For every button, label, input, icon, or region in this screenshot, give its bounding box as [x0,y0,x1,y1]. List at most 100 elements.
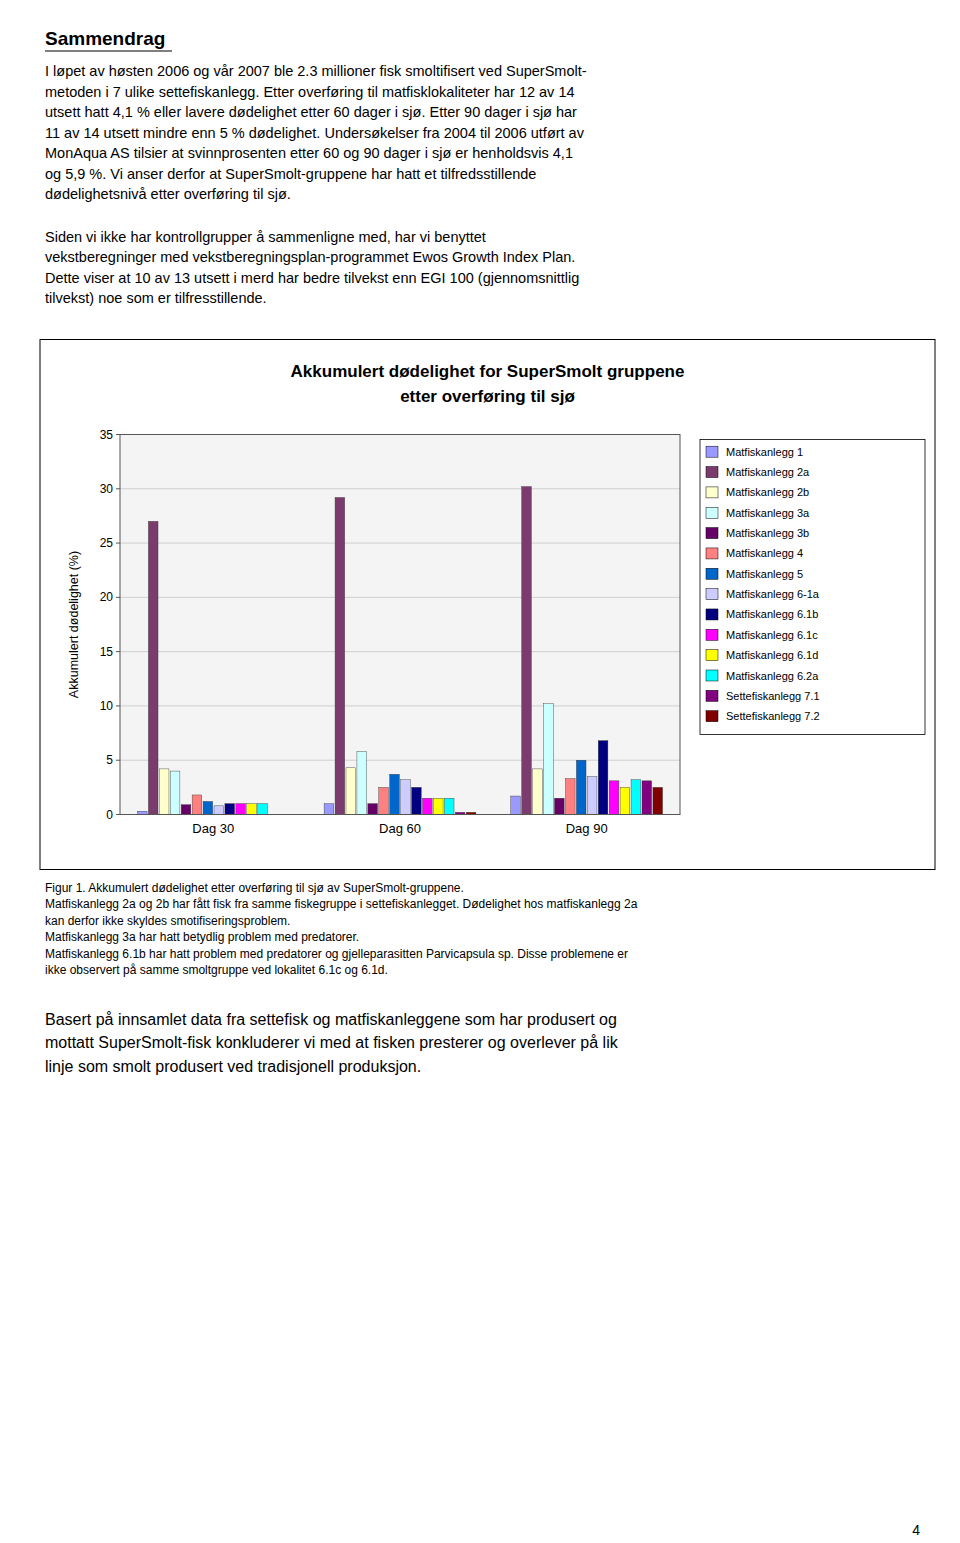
paragraph-line: og 5,9 %. Vi anser derfor at SuperSmolt-… [45,166,536,182]
bar [390,774,400,814]
paragraph-line: utsett hatt 4,1 % eller lavere dødelighe… [45,104,577,120]
bar [653,787,663,814]
legend-swatch [706,568,718,579]
plot-frame [120,435,680,815]
bar [159,769,169,815]
legend-swatch [706,690,718,701]
paragraph-line: Dette viser at 10 av 13 utsett i merd ha… [45,270,579,286]
legend-swatch [706,528,718,539]
legend-swatch [706,467,718,478]
legend-label: Matfiskanlegg 5 [726,568,803,580]
legend-label: Settefiskanlegg 7.2 [726,710,820,722]
legend-swatch [706,446,718,457]
page: Sammendrag I løpet av høsten 2006 og vår … [0,0,960,1543]
bar [368,804,378,815]
bar [642,781,652,815]
y-tick-label: 25 [100,536,114,550]
page-number: 4 [912,1522,920,1538]
y-tick [116,434,120,435]
caption-line: Matfiskanlegg 6.1b har hatt problem med … [45,947,628,961]
grid-line [120,488,680,489]
paragraph-line: Siden vi ikke har kontrollgrupper å samm… [45,229,486,245]
y-tick-label: 20 [100,590,114,604]
caption-line: ikke observert på samme smoltgruppe ved … [45,963,388,977]
bar [587,777,597,815]
legend-label: Matfiskanlegg 2b [726,486,809,498]
grid-line [120,597,680,598]
paragraph-line: I løpet av høsten 2006 og vår 2007 ble 2… [45,63,587,79]
legend-swatch [706,548,718,559]
bar [565,779,575,815]
y-tick-label: 0 [106,808,113,822]
legend-label: Matfiskanlegg 3b [726,527,809,539]
bar [522,487,532,815]
caption-line: kan derfor ikke skyldes smotifiseringspr… [45,914,290,928]
legend-label: Settefiskanlegg 7.1 [726,690,820,702]
y-axis-label: Akkumulert dødelighet (%) [67,551,81,698]
bar [533,769,543,815]
paragraph-line: MonAqua AS tilsier at svinnprosenten ett… [45,145,573,161]
chart-subtitle: etter overføring til sjø [400,387,575,406]
paragraph-line: linje som smolt produsert ved tradisjone… [45,1058,421,1075]
legend-label: Matfiskanlegg 6-1a [726,588,820,600]
legend-swatch [706,670,718,681]
header-underline [45,50,172,51]
bar [576,760,586,814]
legend-swatch [706,711,718,722]
plot-area [120,435,680,815]
bar [170,771,180,814]
bar [346,768,356,815]
bar [609,781,619,815]
paragraph-line: metoden i 7 ulike settefiskanlegg. Etter… [45,84,575,100]
bar [433,798,443,814]
bar [631,780,641,815]
bar [444,798,454,814]
grid-line [120,543,680,544]
y-tick [116,543,120,544]
y-tick [116,705,120,706]
y-tick [116,760,120,761]
bar [379,787,389,814]
paragraph-line: mottatt SuperSmolt-fisk konkluderer vi m… [45,1034,619,1051]
bar [412,787,422,814]
bar [203,801,213,814]
legend-label: Matfiskanlegg 6.1d [726,649,818,661]
caption-line: Matfiskanlegg 3a har hatt betydlig probl… [45,930,359,944]
caption-line: Matfiskanlegg 2a og 2b har fått fisk fra… [45,897,638,911]
x-tick-label: Dag 90 [566,821,608,836]
bar [423,798,433,814]
y-tick-label: 30 [100,482,114,496]
legend-swatch [706,487,718,498]
legend-label: Matfiskanlegg 6.2a [726,670,819,682]
header: Sammendrag [45,28,165,49]
bar [258,804,268,815]
chart-title: Akkumulert dødelighet for SuperSmolt gru… [291,362,685,381]
grid-line [120,651,680,652]
legend-swatch [706,507,718,518]
paragraph-line: vekstberegninger med vekstberegningsplan… [45,249,575,265]
paragraph-line: dødelighetsnivå etter overføring til sjø… [45,186,291,202]
bar [555,798,565,814]
y-tick [116,597,120,598]
x-tick-label: Dag 30 [192,821,234,836]
bar [236,804,246,815]
bars [137,487,662,815]
y-tick [116,651,120,652]
chart-frame [40,340,935,870]
paragraph-line: Basert på innsamlet data fra settefisk o… [45,1011,617,1028]
legend-label: Matfiskanlegg 4 [726,547,803,559]
legend-swatch [706,629,718,640]
bar [148,521,158,814]
legend-label: Matfiskanlegg 1 [726,446,803,458]
bar [357,752,367,815]
y-tick [116,488,120,489]
bar [192,795,202,815]
y-tick-label: 5 [106,753,113,767]
legend-swatch [706,589,718,600]
y-tick-label: 10 [100,699,114,713]
legend-swatch [706,609,718,620]
legend-swatch [706,650,718,661]
bar [544,704,554,815]
y-tick [116,814,120,815]
bar [511,796,521,814]
